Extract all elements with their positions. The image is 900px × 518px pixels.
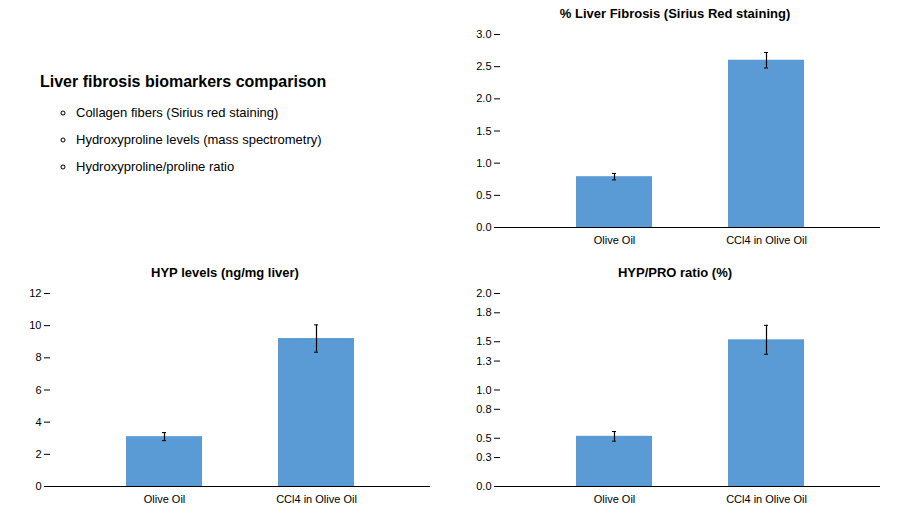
html-text:Hydroxyproline/proline ratio: Hydroxyproline/proline ratio bbox=[76, 159, 235, 174]
svg-text:0.5: 0.5 bbox=[476, 432, 491, 444]
svg-text:1.0: 1.0 bbox=[476, 384, 491, 396]
svg-text:CCl4 in Olive Oil: CCl4 in Olive Oil bbox=[726, 234, 807, 246]
svg-text:2: 2 bbox=[35, 448, 41, 460]
svg-text:2.0: 2.0 bbox=[476, 287, 491, 299]
svg-text:0.0: 0.0 bbox=[476, 480, 491, 492]
html-text:% Liver Fibrosis (Sirius Red s: % Liver Fibrosis (Sirius Red staining) bbox=[559, 6, 791, 21]
svg-text:CCl4 in Olive Oil: CCl4 in Olive Oil bbox=[276, 493, 357, 505]
svg-text:10: 10 bbox=[29, 319, 41, 331]
svg-text:1.3: 1.3 bbox=[476, 355, 491, 367]
svg-text:CCl4 in Olive Oil: CCl4 in Olive Oil bbox=[726, 493, 807, 505]
svg-text:0.0: 0.0 bbox=[476, 221, 491, 233]
svg-text:1.8: 1.8 bbox=[476, 306, 491, 318]
svg-text:1.5: 1.5 bbox=[476, 125, 491, 137]
svg-text:Olive Oil: Olive Oil bbox=[594, 493, 636, 505]
svg-text:0.3: 0.3 bbox=[476, 451, 491, 463]
svg-text:0.5: 0.5 bbox=[476, 189, 491, 201]
svg-text:8: 8 bbox=[35, 351, 41, 363]
svg-text:6: 6 bbox=[35, 384, 41, 396]
html-text:HYP/PRO ratio (%): HYP/PRO ratio (%) bbox=[617, 265, 733, 280]
svg-text:1.5: 1.5 bbox=[476, 335, 491, 347]
html-text:Hydroxyproline levels (mass sp: Hydroxyproline levels (mass spectrometry… bbox=[76, 132, 322, 147]
svg-text:2.0: 2.0 bbox=[476, 92, 491, 104]
svg-text:1.0: 1.0 bbox=[476, 157, 491, 169]
svg-text:4: 4 bbox=[35, 416, 41, 428]
svg-text:0: 0 bbox=[35, 480, 41, 492]
svg-text:0.8: 0.8 bbox=[476, 403, 491, 415]
svg-text:3.0: 3.0 bbox=[476, 28, 491, 40]
svg-text:2.5: 2.5 bbox=[476, 60, 491, 72]
html-text:Liver fibrosis biomarkers comp: Liver fibrosis biomarkers comparison bbox=[40, 73, 327, 90]
svg-text:Olive Oil: Olive Oil bbox=[144, 493, 186, 505]
svg-text:12: 12 bbox=[29, 287, 41, 299]
html-text:HYP levels (ng/mg liver): HYP levels (ng/mg liver) bbox=[151, 265, 299, 280]
html-text:Collagen fibers (Sirius red st: Collagen fibers (Sirius red staining) bbox=[76, 105, 279, 120]
svg-text:Olive Oil: Olive Oil bbox=[594, 234, 636, 246]
